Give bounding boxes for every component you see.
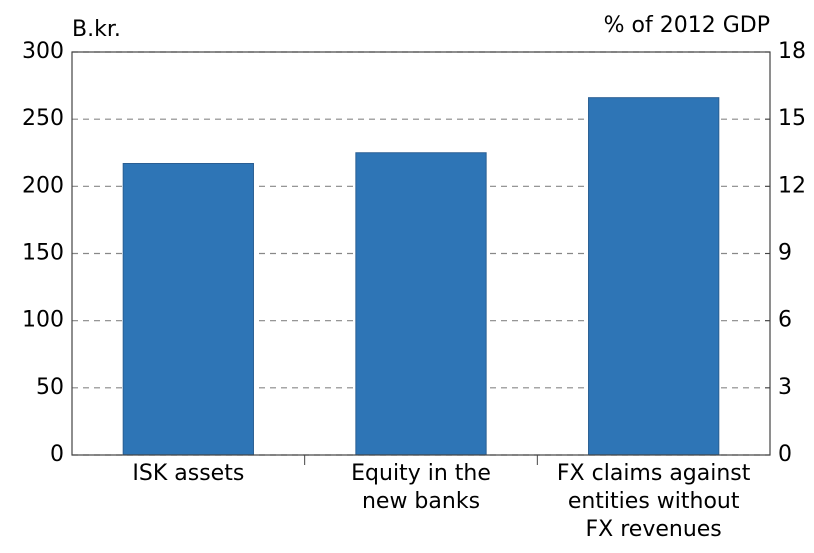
y2-tick-label: 6: [778, 308, 792, 333]
x-tick-label: ISK assets: [132, 461, 245, 486]
y-tick-label: 100: [22, 308, 64, 333]
bar: [122, 162, 254, 456]
x-tick-label: FX claims against entities without FX re…: [556, 461, 751, 542]
y-axis-label: B.kr.: [72, 17, 121, 42]
y-tick-label: 300: [22, 39, 64, 64]
y2-tick-label: 9: [778, 241, 792, 266]
y2-tick-label: 15: [778, 106, 806, 131]
y-tick-label: 200: [22, 173, 64, 198]
y2-tick-label: 3: [778, 375, 792, 400]
y-tick-label: 250: [22, 106, 64, 131]
y-tick-label: 0: [50, 442, 64, 467]
x-tick-label: Equity in the new banks: [351, 461, 491, 514]
y2-axis-label: % of 2012 GDP: [604, 13, 770, 38]
bar: [588, 97, 720, 456]
y-tick-label: 150: [22, 241, 64, 266]
y2-tick-label: 12: [778, 173, 806, 198]
bar: [355, 152, 487, 456]
y-tick-label: 50: [36, 375, 64, 400]
y2-tick-label: 18: [778, 39, 806, 64]
y2-tick-label: 0: [778, 442, 792, 467]
plot-frame: [71, 51, 771, 456]
